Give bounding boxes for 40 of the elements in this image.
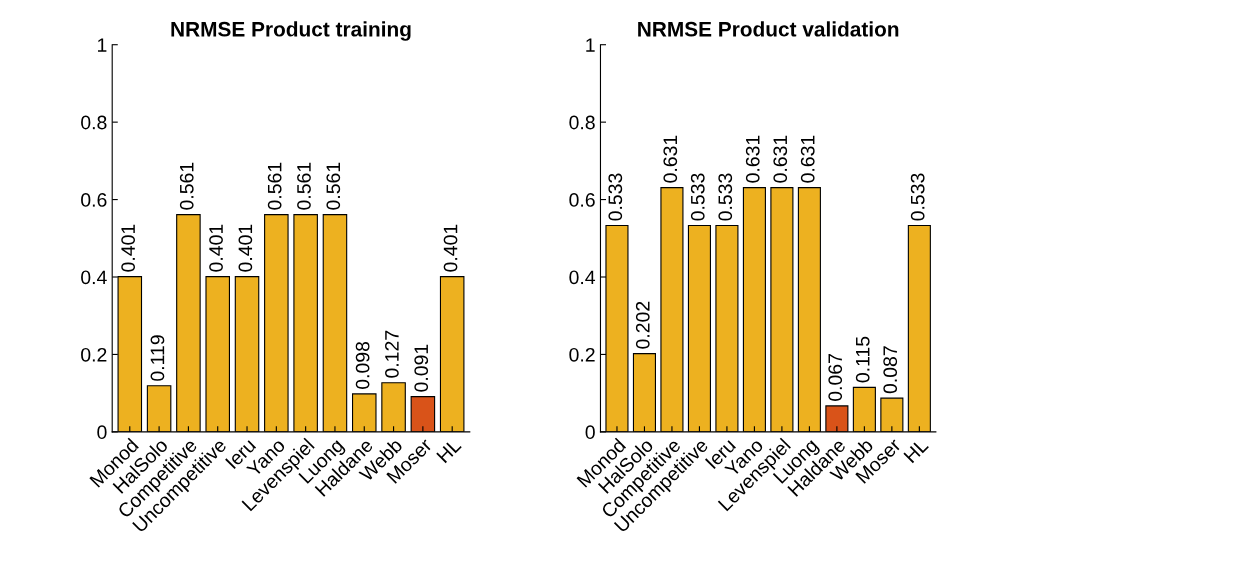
y-tick-label: 0.2 xyxy=(81,347,107,362)
data-label: 0.119 xyxy=(150,335,165,381)
y-tick-label: 0.8 xyxy=(81,115,107,130)
data-label: 0.631 xyxy=(745,135,760,183)
y-tick-label: 0.4 xyxy=(569,270,596,285)
data-label: 0.067 xyxy=(828,354,843,401)
data-label: 0.202 xyxy=(635,301,650,349)
data-label: 0.631 xyxy=(800,135,815,183)
data-label: 0.533 xyxy=(910,173,925,221)
data-label: 0.533 xyxy=(608,173,623,221)
data-label: 0.115 xyxy=(855,336,870,383)
data-label: 0.401 xyxy=(209,224,223,272)
data-label: 0.631 xyxy=(663,135,678,183)
x-tick-label: HL xyxy=(436,437,462,464)
y-tick-label: 0.2 xyxy=(569,347,595,362)
y-tick-label: 0 xyxy=(585,425,595,440)
y-tick-label: 1 xyxy=(98,38,107,52)
data-label: 0.561 xyxy=(297,162,311,210)
data-label: 0.401 xyxy=(443,224,458,272)
data-label: 0.561 xyxy=(179,162,194,210)
y-tick-label: 0.4 xyxy=(81,270,107,285)
data-label: 0.533 xyxy=(690,173,705,221)
data-label: 0.091 xyxy=(414,344,429,392)
y-tick-label: 0.6 xyxy=(81,193,107,207)
y-tick-label: 1 xyxy=(586,38,595,52)
x-tick-label: HL xyxy=(903,437,929,464)
data-label: 0.401 xyxy=(238,224,253,272)
data-label: 0.561 xyxy=(267,162,282,210)
data-label: 0.533 xyxy=(718,173,733,221)
chart-title: NRMSE Product validation xyxy=(638,21,899,37)
y-tick-label: 0.6 xyxy=(569,193,595,207)
y-tick-label: 0 xyxy=(97,425,107,440)
data-label: 0.631 xyxy=(773,135,788,183)
data-label: 0.098 xyxy=(355,341,370,389)
data-label: 0.401 xyxy=(121,224,136,272)
chart-title: NRMSE Product training xyxy=(171,21,411,41)
data-label: 0.127 xyxy=(385,330,399,378)
y-tick-label: 0.8 xyxy=(569,115,595,130)
data-label: 0.087 xyxy=(883,346,898,394)
data-label: 0.561 xyxy=(326,162,341,210)
